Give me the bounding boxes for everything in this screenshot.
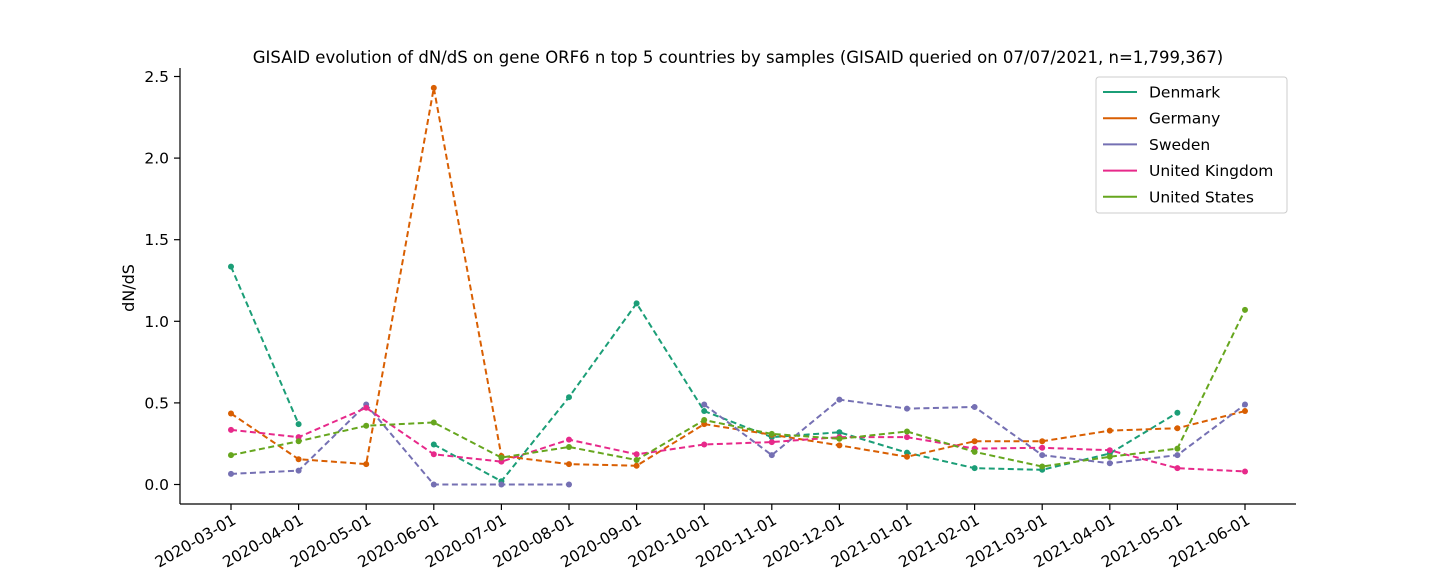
data-point (1174, 409, 1181, 416)
data-point (768, 430, 775, 437)
legend-label: Denmark (1149, 84, 1220, 102)
legend-label: Germany (1149, 110, 1220, 128)
y-tick-label: 1.5 (144, 231, 169, 249)
y-tick-label: 1.0 (144, 313, 169, 331)
data-point (228, 426, 234, 433)
data-point (971, 403, 978, 410)
legend-label: United States (1149, 188, 1254, 206)
data-point (1039, 452, 1046, 459)
data-point (228, 452, 234, 459)
data-point (971, 448, 978, 455)
data-point (1174, 452, 1181, 459)
data-point (566, 394, 572, 401)
data-point (1106, 460, 1113, 467)
data-point (228, 263, 234, 270)
series-sweden (228, 396, 1248, 488)
data-point (566, 436, 572, 443)
data-point (430, 481, 437, 488)
data-point (566, 481, 572, 488)
data-point (1242, 401, 1248, 408)
series-line (433, 301, 1178, 483)
series-line (230, 309, 1246, 468)
data-point (566, 461, 572, 468)
data-point (904, 453, 910, 460)
data-point (228, 410, 234, 417)
data-point (295, 467, 302, 474)
data-point (701, 417, 708, 424)
data-point (701, 401, 708, 408)
data-point (768, 452, 775, 459)
data-point (430, 84, 437, 91)
data-point (1106, 447, 1113, 454)
data-point (430, 441, 437, 448)
series-line (230, 403, 569, 486)
series-germany (228, 84, 1248, 469)
data-point (1039, 463, 1046, 470)
data-point (836, 429, 843, 436)
y-tick-label: 2.5 (144, 68, 169, 86)
series-line (230, 87, 1246, 467)
data-point (430, 451, 437, 458)
data-point (836, 435, 843, 442)
data-point (836, 396, 843, 403)
series-line (230, 406, 1246, 473)
series-denmark (228, 263, 1181, 485)
legend: Denmark Germany Sweden United Kingdom United… (1095, 76, 1288, 214)
data-point (363, 461, 370, 468)
series-layer (228, 84, 1248, 488)
data-point (633, 457, 640, 464)
data-point (1174, 425, 1181, 432)
data-point (904, 405, 910, 412)
data-point (633, 462, 640, 469)
series-united-kingdom (228, 404, 1248, 475)
data-point (295, 438, 302, 445)
data-point (971, 465, 978, 472)
data-point (1039, 444, 1046, 451)
data-point (1242, 408, 1248, 415)
data-point (1242, 468, 1248, 475)
data-point (701, 441, 708, 448)
data-point (633, 451, 640, 458)
data-point (363, 422, 370, 429)
data-point (498, 454, 505, 461)
data-point (768, 439, 775, 446)
data-point (1106, 427, 1113, 434)
data-point (904, 434, 910, 441)
data-point (633, 300, 640, 307)
data-point (1242, 306, 1248, 313)
y-tick-label: 0.5 (144, 394, 169, 412)
series-line (230, 266, 300, 425)
data-point (228, 470, 234, 477)
data-point (836, 442, 843, 449)
data-point (363, 404, 370, 411)
data-point (430, 419, 437, 426)
data-point (295, 456, 302, 463)
series-united-states (228, 306, 1248, 470)
data-point (295, 421, 302, 428)
data-point (1106, 453, 1113, 460)
data-point (971, 438, 978, 445)
data-point (1039, 438, 1046, 445)
y-axis-label: dN/dS (119, 264, 138, 312)
chart-title: GISAID evolution of dN/dS on gene ORF6 n… (253, 48, 1223, 67)
y-tick-label: 2.0 (144, 150, 169, 168)
data-point (1174, 445, 1181, 452)
legend-box (1095, 76, 1288, 214)
legend-label: Sweden (1149, 136, 1210, 154)
data-point (1174, 465, 1181, 472)
data-point (498, 481, 505, 488)
data-point (566, 443, 572, 450)
data-point (904, 428, 910, 435)
data-point (701, 408, 708, 415)
legend-label: United Kingdom (1149, 162, 1273, 180)
y-tick-label: 0.0 (144, 476, 169, 494)
